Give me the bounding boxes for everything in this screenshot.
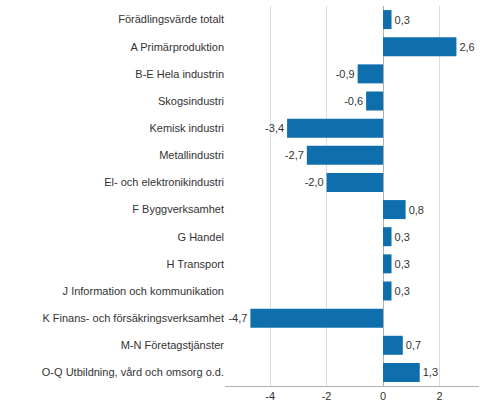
svg-text:Metallindustri: Metallindustri bbox=[159, 149, 224, 161]
svg-text:-2,7: -2,7 bbox=[285, 149, 304, 161]
svg-text:K Finans- och försäkringsverks: K Finans- och försäkringsverksamhet bbox=[42, 312, 224, 324]
svg-text:0,3: 0,3 bbox=[395, 231, 410, 243]
svg-text:-4: -4 bbox=[265, 390, 275, 402]
svg-text:-0,9: -0,9 bbox=[336, 68, 355, 80]
svg-text:0,7: 0,7 bbox=[406, 339, 421, 351]
svg-text:2,6: 2,6 bbox=[459, 41, 474, 53]
svg-text:H Transport: H Transport bbox=[167, 258, 224, 270]
svg-text:J Information och kommunikatio: J Information och kommunikation bbox=[63, 285, 224, 297]
svg-text:-2,0: -2,0 bbox=[305, 176, 324, 188]
svg-text:-4,7: -4,7 bbox=[228, 312, 247, 324]
svg-text:A Primärproduktion: A Primärproduktion bbox=[130, 41, 224, 53]
svg-text:G Handel: G Handel bbox=[178, 231, 224, 243]
svg-text:0,3: 0,3 bbox=[395, 258, 410, 270]
svg-text:M-N Företagstjänster: M-N Företagstjänster bbox=[121, 339, 225, 351]
svg-text:Förädlingsvärde totalt: Förädlingsvärde totalt bbox=[118, 13, 224, 25]
svg-text:1,3: 1,3 bbox=[423, 366, 438, 378]
svg-text:-3,4: -3,4 bbox=[265, 122, 284, 134]
svg-text:0: 0 bbox=[380, 390, 386, 402]
svg-text:Kemisk industri: Kemisk industri bbox=[149, 122, 224, 134]
svg-text:0,3: 0,3 bbox=[395, 285, 410, 297]
svg-text:F Byggverksamhet: F Byggverksamhet bbox=[132, 203, 224, 215]
svg-text:-2: -2 bbox=[322, 390, 332, 402]
svg-text:2: 2 bbox=[436, 390, 442, 402]
svg-text:O-Q Utbildning, vård och omsor: O-Q Utbildning, vård och omsorg o.d. bbox=[42, 366, 224, 378]
svg-text:El- och elektronikindustri: El- och elektronikindustri bbox=[104, 176, 224, 188]
svg-text:0,3: 0,3 bbox=[395, 14, 410, 26]
svg-text:Skogsindustri: Skogsindustri bbox=[158, 95, 224, 107]
svg-text:0,8: 0,8 bbox=[409, 204, 424, 216]
svg-text:-0,6: -0,6 bbox=[344, 95, 363, 107]
svg-text:B-E Hela industrin: B-E Hela industrin bbox=[135, 68, 224, 80]
